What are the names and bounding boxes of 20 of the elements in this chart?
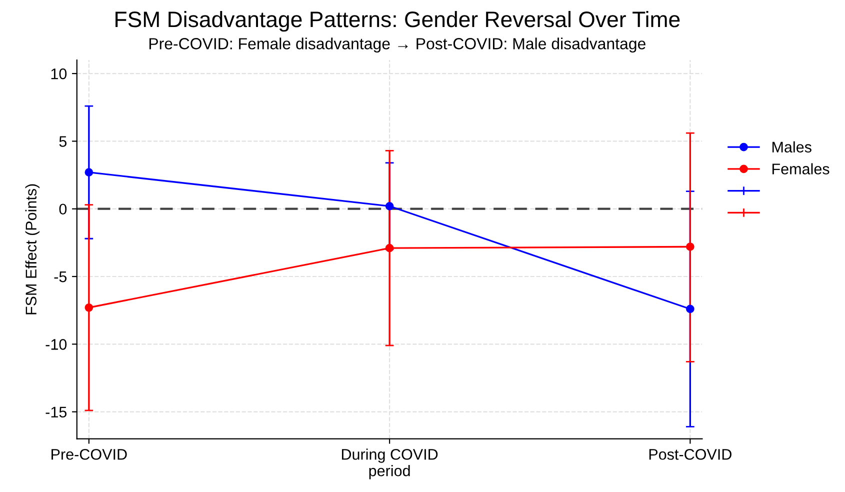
point [385, 202, 394, 210]
point [686, 304, 694, 314]
chart-subtitle: Pre-COVID: Female disadvantage → Post-COVID: Male disadvantage [149, 38, 646, 53]
point [686, 242, 694, 251]
y-tick-label: 10 [51, 68, 67, 80]
x-tick-label: Post-COVID [649, 448, 732, 460]
chart-title: FSM Disadvantage Patterns: Gender Reversal Over Time [116, 10, 680, 32]
y-tick-label: -15 [46, 406, 67, 418]
point [84, 303, 94, 312]
point [385, 244, 394, 252]
y-tick-label: -10 [46, 339, 67, 350]
legend-label: Females [772, 163, 830, 174]
legend-label: Males [772, 141, 812, 153]
y-axis-title: FSM Effect (Points) [25, 184, 40, 314]
y-tick-label: 5 [59, 136, 67, 147]
x-tick-label: Pre-COVID [52, 448, 127, 460]
point [84, 168, 94, 176]
y-tick-label: -5 [54, 272, 67, 282]
y-tick-label: 0 [59, 204, 67, 215]
x-tick-label: During COVID period [342, 448, 438, 480]
